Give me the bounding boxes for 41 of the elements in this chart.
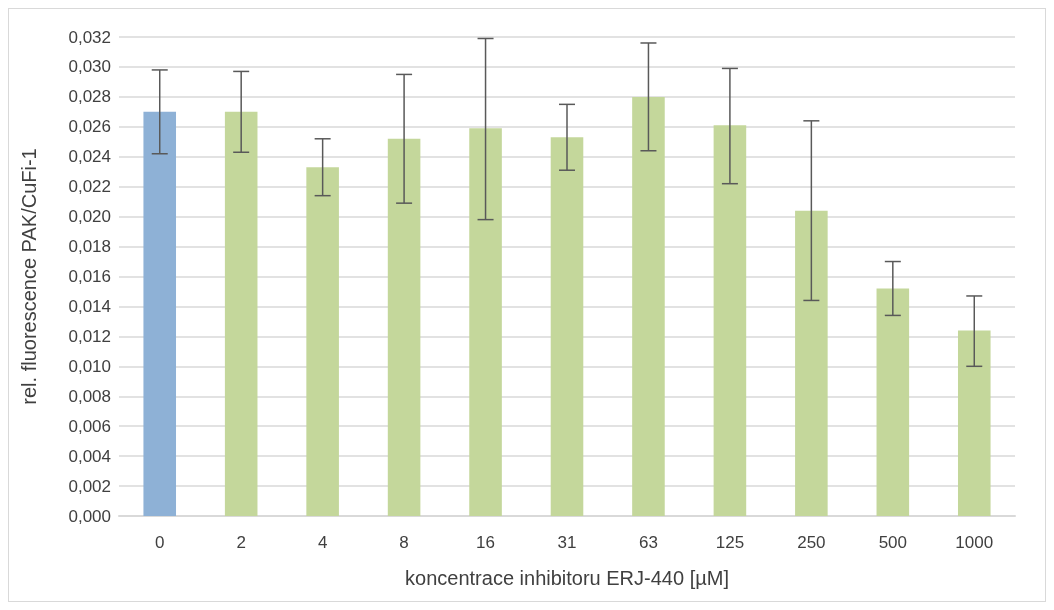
x-tick-label: 63: [638, 533, 658, 552]
y-tick-label: 0,018: [68, 237, 111, 257]
y-tick-label: 0,010: [68, 356, 111, 376]
y-tick-label: 0,002: [68, 476, 111, 496]
bar: [469, 128, 502, 516]
bar: [306, 167, 339, 516]
y-tick-label: 0,028: [68, 87, 111, 107]
bar: [224, 111, 258, 516]
y-tick-label: 0,024: [68, 147, 111, 167]
bar: [143, 111, 177, 516]
x-tick-label: 0: [154, 533, 165, 552]
y-tick-label: 0,008: [68, 386, 111, 406]
x-axis-title: koncentrace inhibitoru ERJ-440 [µM]: [405, 567, 729, 589]
bar: [632, 96, 665, 516]
bar: [550, 137, 584, 516]
x-tick-label: 2: [236, 533, 246, 552]
x-tick-label: 31: [557, 533, 577, 552]
bar: [876, 288, 910, 516]
y-tick-label: 0,032: [68, 27, 111, 47]
x-tick-label: 500: [878, 533, 908, 552]
y-tick-label: 0,026: [68, 117, 111, 137]
y-tick-label: 0,030: [68, 57, 111, 77]
y-tick-label: 0,004: [68, 446, 111, 466]
x-tick-label: 4: [317, 533, 328, 552]
x-tick-label: 250: [797, 533, 826, 552]
y-tick-label: 0,014: [68, 296, 111, 316]
y-axis-title: rel. fluorescence PAK/CuFi-1: [18, 148, 40, 405]
bar: [957, 330, 991, 516]
bar: [387, 138, 421, 516]
y-tick-label: 0,020: [68, 207, 111, 227]
x-tick-label: 8: [399, 533, 409, 552]
x-tick-label: 16: [476, 533, 496, 552]
bar: [713, 125, 747, 516]
x-tick-label: 125: [715, 533, 745, 552]
y-tick-label: 0,006: [68, 416, 111, 436]
y-tick-label: 0,022: [68, 177, 111, 197]
y-tick-label: 0,012: [68, 326, 111, 346]
y-tick-label: 0,000: [68, 506, 111, 526]
x-tick-label: 1000: [955, 533, 994, 552]
bar: [795, 210, 828, 516]
y-tick-label: 0,016: [68, 267, 111, 286]
